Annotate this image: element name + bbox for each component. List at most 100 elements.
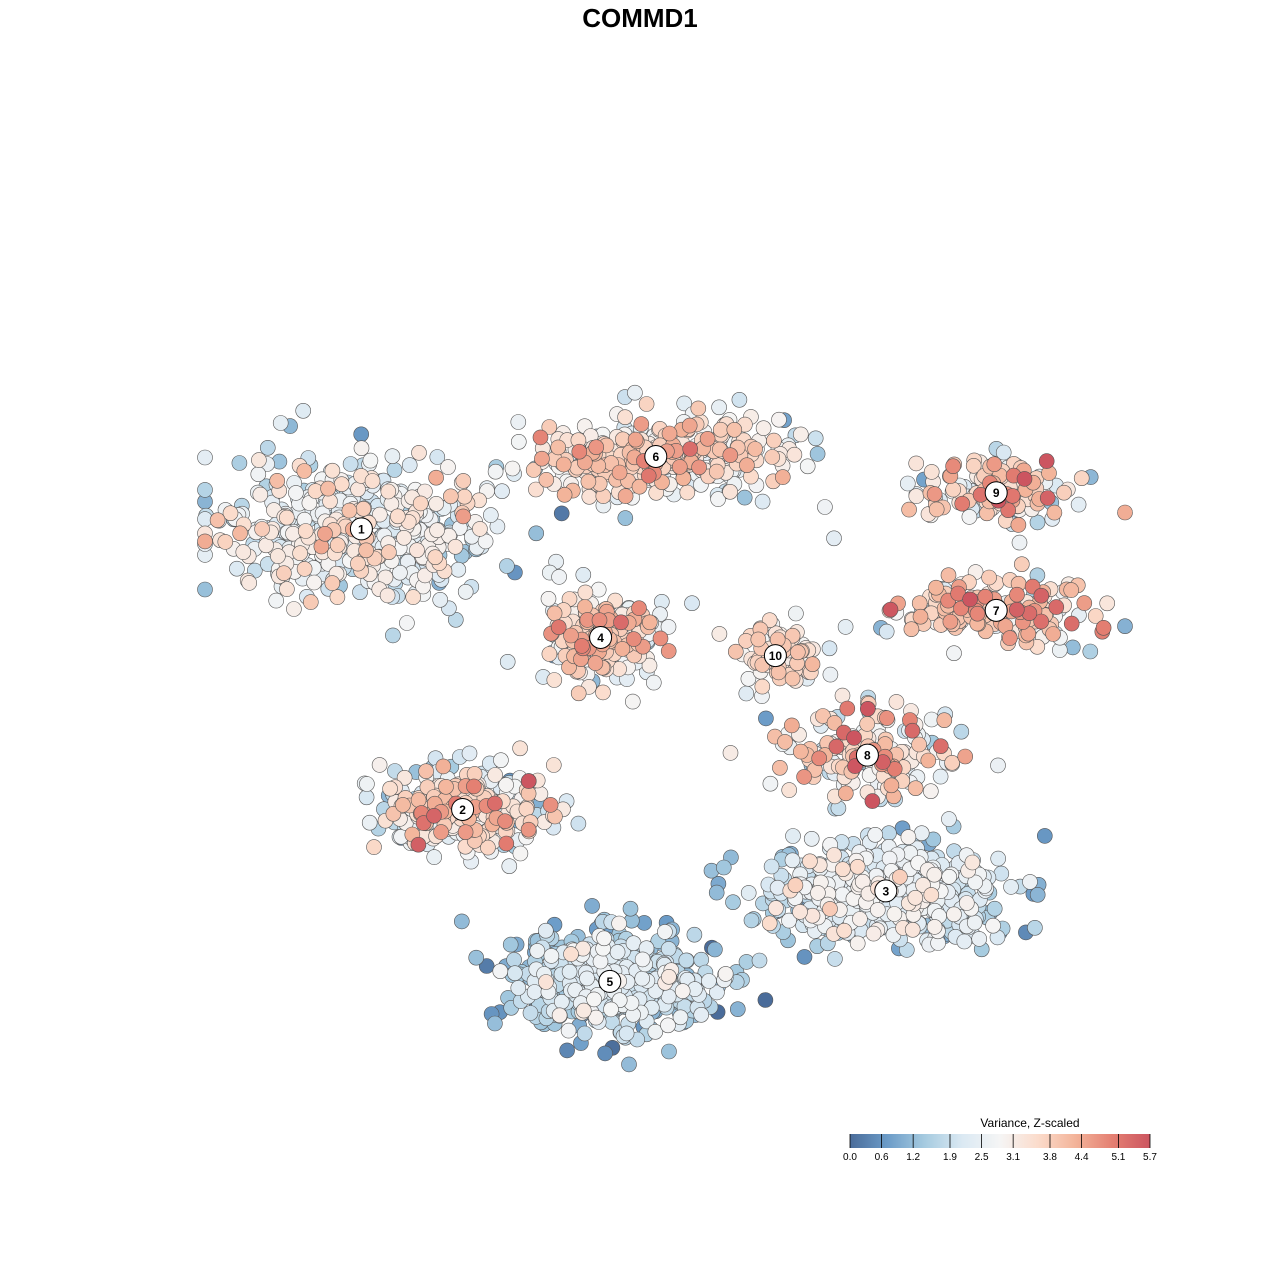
data-point [288,485,304,501]
data-point [764,449,781,465]
data-point [587,655,604,671]
data-point [907,780,924,797]
data-point [498,835,515,852]
data-point [660,1017,676,1034]
data-point [417,567,433,584]
data-point [971,931,988,947]
data-point [879,710,895,726]
data-point [342,456,359,472]
data-point [867,826,884,843]
data-point [427,549,444,566]
data-point [781,912,797,929]
colorbar-tick-label: 4.4 [1075,1152,1089,1163]
data-point [252,486,269,503]
data-point [817,499,833,515]
data-point [532,429,549,446]
data-point [438,778,454,795]
data-point [792,426,809,443]
cluster-label-3: 3 [874,879,898,903]
data-point [269,472,286,489]
data-point [512,845,529,862]
data-point [837,619,854,635]
data-point [528,481,544,498]
data-point [197,482,213,498]
data-point [617,409,633,426]
data-point [510,414,527,430]
data-point [681,417,698,434]
data-point [1001,630,1018,646]
data-point [292,545,308,562]
data-point [512,740,528,757]
data-point [771,411,787,428]
data-point [738,685,755,702]
data-point [590,581,607,598]
cluster-label-5: 5 [598,969,622,993]
data-point [676,395,693,412]
data-point [618,1025,635,1042]
data-point [286,601,302,617]
data-point [241,575,257,591]
data-point [849,935,866,952]
data-point [761,915,778,932]
data-point [577,599,593,615]
data-point [579,970,595,987]
data-point [839,700,856,717]
data-point [428,469,444,486]
data-point [385,627,401,644]
data-point [426,849,443,865]
data-point [882,601,899,618]
data-point [1048,599,1065,615]
data-point [944,754,960,771]
points-layer [197,384,1133,1073]
data-point [932,738,949,755]
data-point [341,502,358,519]
cluster-label-badge [855,743,879,767]
data-point [506,952,522,968]
data-point [762,775,779,792]
data-point [750,631,767,648]
data-point [964,854,981,871]
data-point [570,815,587,832]
data-point [556,486,573,503]
data-point [641,657,658,674]
data-point [811,750,828,767]
data-point [1033,587,1050,604]
data-point [563,627,579,644]
data-point [621,1056,637,1073]
data-point [682,441,699,457]
data-point [320,480,336,497]
data-point [611,915,627,932]
data-point [364,473,381,489]
data-point [846,730,862,746]
data-point [497,813,513,830]
data-point [674,983,691,999]
data-point [478,958,495,974]
data-point [382,780,398,797]
data-point [1027,919,1043,936]
data-point [657,924,673,940]
cluster-label-2: 2 [451,797,475,821]
data-point [826,715,843,731]
data-point [647,1024,664,1040]
data-point [786,446,803,463]
data-point [386,462,403,478]
data-point [494,483,510,500]
colorbar-ticks: 0.0 0.6 1.2 1.9 2.5 3.1 3.8 4.4 5.1 5.7 [843,1134,1157,1163]
data-point [661,425,678,442]
data-point [540,590,557,607]
data-point [217,534,234,550]
data-point [788,605,804,622]
data-point [324,462,341,479]
chart-title: COMMD1 [582,3,698,33]
data-point [450,561,467,578]
data-point [1022,874,1038,890]
data-point [561,963,578,980]
data-point [834,861,851,878]
data-point [815,708,831,724]
data-point [555,456,572,473]
data-point [541,646,558,662]
data-point [1065,639,1081,656]
data-point [881,825,897,842]
data-point [763,858,780,875]
data-point [634,970,651,987]
